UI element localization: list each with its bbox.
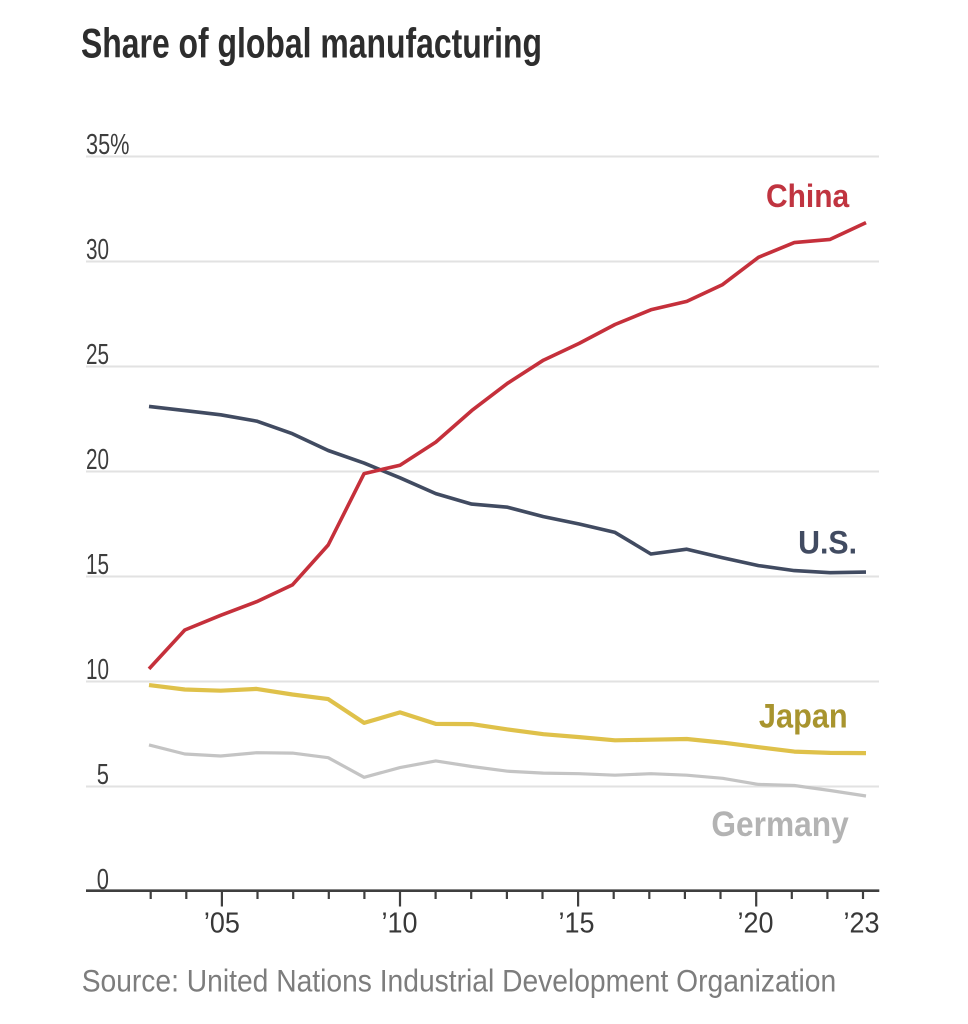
svg-text:China: China xyxy=(766,178,849,214)
svg-text:’05: ’05 xyxy=(204,908,240,940)
svg-text:Germany: Germany xyxy=(711,805,849,844)
svg-text:0: 0 xyxy=(97,864,109,896)
svg-text:35%: 35% xyxy=(86,129,130,161)
svg-text:’20: ’20 xyxy=(738,908,774,940)
svg-text:’23: ’23 xyxy=(844,908,880,940)
svg-text:10: 10 xyxy=(86,654,109,686)
svg-text:U.S.: U.S. xyxy=(798,524,857,560)
svg-text:5: 5 xyxy=(97,759,109,791)
svg-text:20: 20 xyxy=(86,444,109,476)
svg-text:25: 25 xyxy=(86,339,109,371)
svg-text:’10: ’10 xyxy=(382,908,418,940)
svg-text:15: 15 xyxy=(86,549,109,581)
svg-text:’15: ’15 xyxy=(559,908,595,940)
svg-text:30: 30 xyxy=(86,234,109,266)
svg-text:Japan: Japan xyxy=(759,698,848,736)
svg-text:Source: United Nations Industr: Source: United Nations Industrial Develo… xyxy=(82,963,837,999)
svg-text:Share of global manufacturing: Share of global manufacturing xyxy=(81,20,542,67)
